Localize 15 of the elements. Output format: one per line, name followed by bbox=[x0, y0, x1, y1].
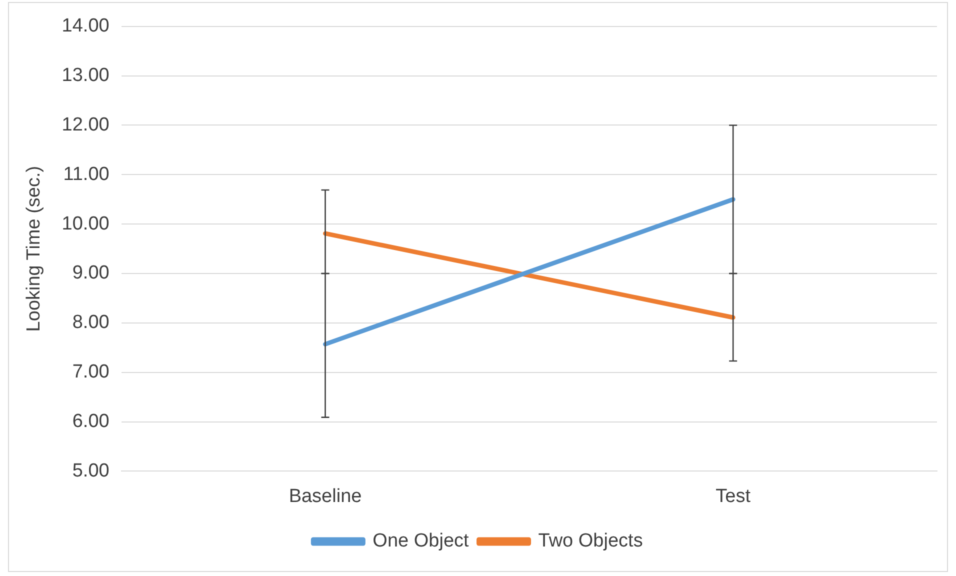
y-tick-label: 14.00 bbox=[62, 16, 110, 37]
legend-label: Two Objects bbox=[538, 530, 643, 552]
y-tick-label: 11.00 bbox=[63, 164, 110, 185]
x-tick-label: Baseline bbox=[288, 486, 362, 507]
legend-label: One Object bbox=[372, 530, 470, 552]
y-tick-label: 5.00 bbox=[72, 460, 110, 482]
y-axis-title: Looking Time (sec.) bbox=[24, 166, 45, 332]
y-tick-label: 6.00 bbox=[72, 411, 110, 432]
y-tick-label: 9.00 bbox=[72, 262, 110, 284]
x-tick-label: Test bbox=[716, 486, 752, 507]
y-tick-label: 8.00 bbox=[72, 312, 110, 334]
y-tick-label: 13.00 bbox=[62, 65, 110, 86]
y-tick-label: 10.00 bbox=[62, 213, 110, 234]
y-tick-label: 12.00 bbox=[62, 114, 110, 136]
y-tick-label: 7.00 bbox=[72, 362, 110, 383]
